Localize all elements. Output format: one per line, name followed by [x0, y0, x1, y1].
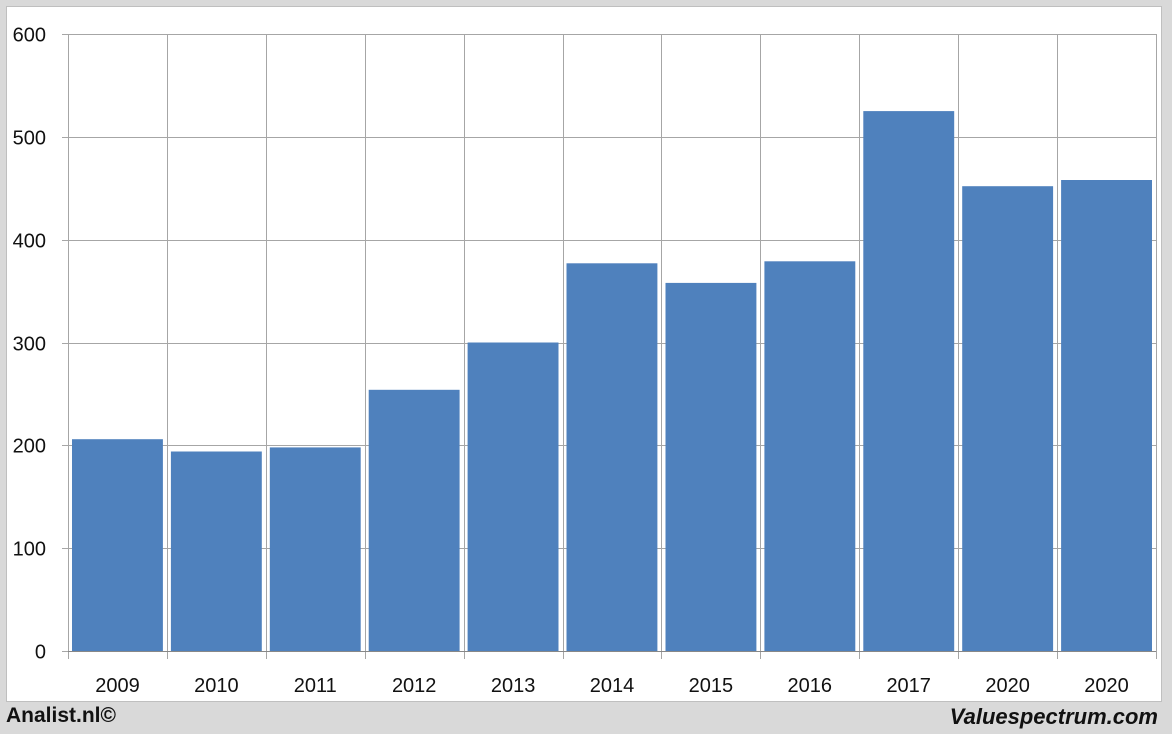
x-tick-label: 2015: [689, 675, 734, 697]
x-tick-label: 2013: [491, 675, 536, 697]
bar-2015-6: [665, 282, 757, 651]
y-tick-label: 400: [13, 231, 46, 253]
x-tick-label: 2017: [886, 675, 931, 697]
x-tick-label: 2010: [194, 675, 239, 697]
bar-2011-2: [269, 447, 361, 651]
bar-2014-5: [566, 263, 658, 651]
bar-2012-3: [368, 389, 460, 651]
source-credit-left: Analist.nl©: [6, 704, 116, 727]
bar-2020-9: [962, 186, 1054, 651]
bar-2017-8: [863, 111, 955, 652]
y-tick-label: 300: [13, 334, 46, 356]
y-tick-label: 0: [35, 642, 46, 664]
x-tick-label: 2009: [95, 675, 140, 697]
axes: [62, 34, 1156, 652]
bar-2020-10: [1061, 180, 1152, 651]
y-tick-label: 100: [13, 539, 46, 561]
tick-labels: 0 100 200 300 400 500 600 2009 2010 2011 2012 2013 2…: [13, 25, 1129, 698]
bar-2010-1: [170, 451, 262, 651]
source-credit-right: Valuespectrum.com: [949, 704, 1158, 729]
y-tick-label: 500: [13, 128, 46, 150]
x-tick-label: 2020: [1084, 675, 1129, 697]
bars: [72, 111, 1152, 652]
y-tick-label: 600: [13, 25, 46, 47]
y-tick-label: 200: [13, 436, 46, 458]
x-tick-label: 2014: [590, 675, 635, 697]
x-tick-label: 2011: [294, 675, 337, 697]
x-tick-label: 2012: [392, 675, 437, 697]
bar-2009-0: [72, 439, 163, 651]
bar-2013-4: [467, 342, 559, 651]
x-tick-label: 2020: [985, 675, 1030, 697]
x-tick-label: 2016: [788, 675, 833, 697]
bar-2016-7: [764, 261, 856, 651]
